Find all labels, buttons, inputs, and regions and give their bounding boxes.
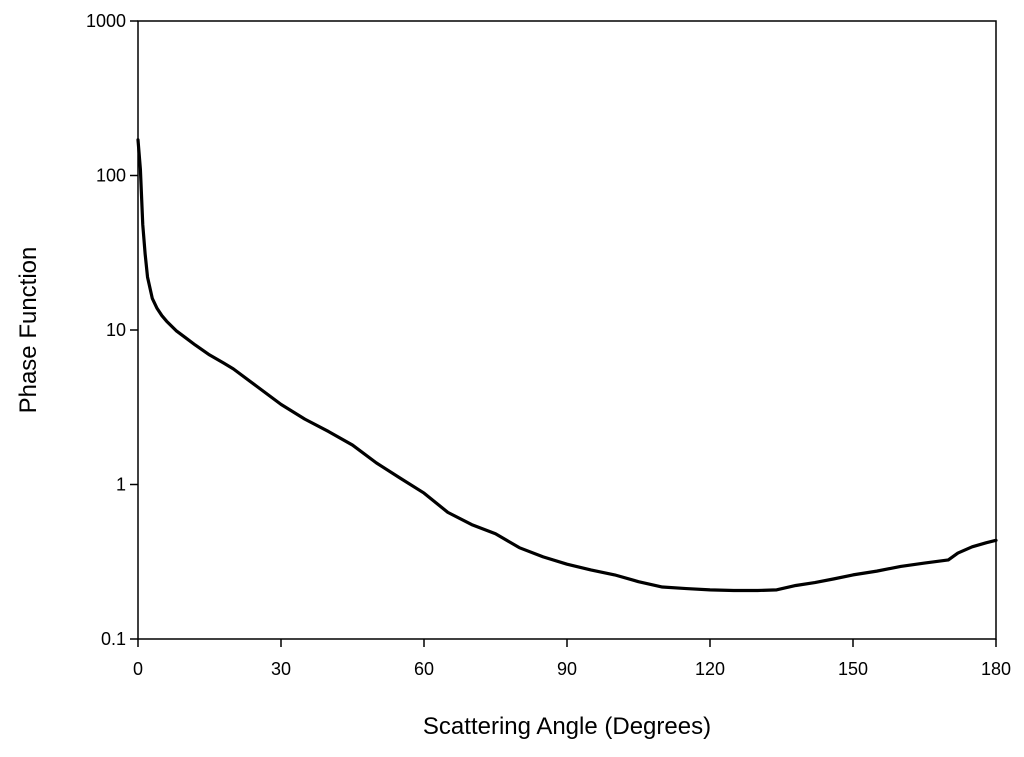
x-axis-ticks: 0 30 60 90 120 150 180 xyxy=(133,639,1011,679)
plot-frame xyxy=(137,20,997,640)
series-line-0 xyxy=(136,138,998,593)
y-tick-label: 10 xyxy=(106,320,126,340)
y-tick-label: 1000 xyxy=(86,11,126,31)
x-tick-label: 60 xyxy=(414,659,434,679)
y-axis-ticks: 0.1 1 10 100 1000 xyxy=(86,11,138,649)
x-tick-label: 0 xyxy=(133,659,143,679)
y-tick-label: 0.1 xyxy=(101,629,126,649)
x-tick-label: 180 xyxy=(981,659,1011,679)
plot-area xyxy=(136,20,998,640)
x-tick-label: 90 xyxy=(557,659,577,679)
y-tick-label: 100 xyxy=(96,166,126,186)
x-axis-title: Scattering Angle (Degrees) xyxy=(423,713,711,740)
y-tick-label: 1 xyxy=(116,475,126,495)
y-axis-title: Phase Function xyxy=(15,247,42,414)
x-tick-label: 30 xyxy=(271,659,291,679)
x-tick-label: 150 xyxy=(838,659,868,679)
x-tick-label: 120 xyxy=(695,659,725,679)
